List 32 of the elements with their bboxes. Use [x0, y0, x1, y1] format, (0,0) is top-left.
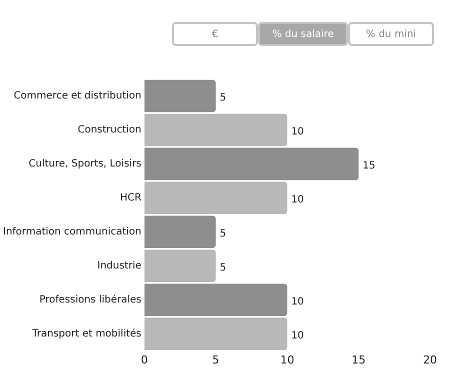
bar: [144, 148, 359, 180]
bar: [144, 182, 288, 214]
data-label: 10: [291, 296, 304, 308]
y-tick-label: Information communication: [2, 226, 142, 238]
y-tick-label: Industrie: [97, 260, 142, 272]
data-label: 10: [291, 330, 304, 342]
bar: [144, 114, 288, 146]
bar: [144, 250, 216, 282]
data-label: 10: [291, 194, 304, 206]
data-label: 5: [220, 262, 226, 274]
data-label: 10: [291, 126, 304, 138]
bar: [144, 318, 288, 350]
x-tick-label: 10: [280, 353, 294, 366]
text: % du salaire: [258, 22, 348, 46]
y-tick-label: HCR: [120, 192, 142, 204]
x-tick-label: 15: [352, 353, 366, 366]
bar: [144, 216, 216, 248]
x-tick-label: 0: [140, 353, 148, 366]
data-label: 5: [220, 92, 226, 104]
y-tick-label: Culture, Sports, Loisirs: [28, 158, 142, 170]
text: €: [172, 22, 258, 46]
y-tick-label: Professions libérales: [39, 294, 142, 306]
bar: [144, 80, 216, 112]
text: % du mini: [348, 22, 434, 46]
y-tick-label: Construction: [78, 124, 142, 136]
data-label: 15: [362, 160, 376, 172]
y-tick-label: Transport et mobilités: [31, 328, 142, 340]
y-tick-label: Commerce et distribution: [14, 90, 142, 102]
bar: [144, 284, 288, 316]
data-label: 5: [220, 228, 226, 240]
x-tick-label: 20: [423, 353, 437, 366]
x-tick-label: 5: [212, 353, 220, 366]
